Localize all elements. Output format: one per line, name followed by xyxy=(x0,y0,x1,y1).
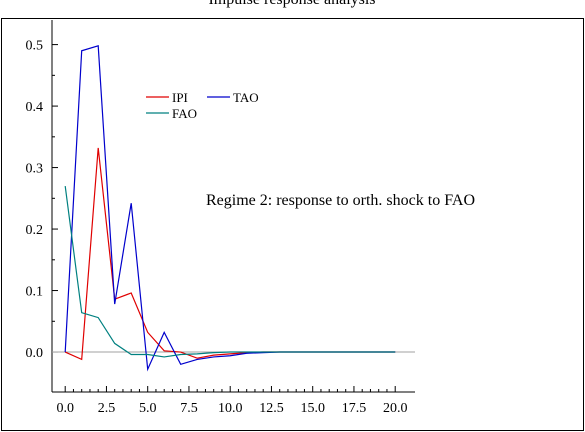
x-tick-label: 20.0 xyxy=(383,401,408,416)
chart-annotation: Regime 2: response to orth. shock to FAO xyxy=(206,192,475,209)
x-tick-label: 7.5 xyxy=(180,401,198,416)
y-tick-label: 0.4 xyxy=(26,100,44,115)
y-tick-label: 0.3 xyxy=(26,162,44,177)
axes: 0.0 0.1 0.2 0.3 0.4 0.5 0.0 2.5 5.0 7.5 10.0 12.5 15… xyxy=(26,20,415,416)
y-tick-label: 0.2 xyxy=(26,223,44,238)
x-tick-label: 10.0 xyxy=(218,401,243,416)
legend-label-ipi: IPI xyxy=(172,90,188,105)
x-tick-label: 17.5 xyxy=(342,401,367,416)
x-tick-label: 0.0 xyxy=(56,401,74,416)
x-tick-label: 15.0 xyxy=(300,401,325,416)
x-tick-label: 2.5 xyxy=(98,401,116,416)
y-tick-label: 0.5 xyxy=(26,39,44,54)
y-tick-label: 0.1 xyxy=(26,285,44,300)
series-line-fao xyxy=(64,185,396,358)
x-tick-label: 5.0 xyxy=(139,401,157,416)
legend-label-fao: FAO xyxy=(172,106,197,121)
legend-label-tao: TAO xyxy=(233,90,259,105)
series-group xyxy=(64,45,396,372)
chart-frame xyxy=(1,18,584,431)
legend: IPI TAO FAO xyxy=(146,90,259,121)
top-heading: Impulse response analysis xyxy=(208,0,375,8)
x-tick-label: 12.5 xyxy=(259,401,284,416)
y-tick-label: 0.0 xyxy=(26,346,44,361)
